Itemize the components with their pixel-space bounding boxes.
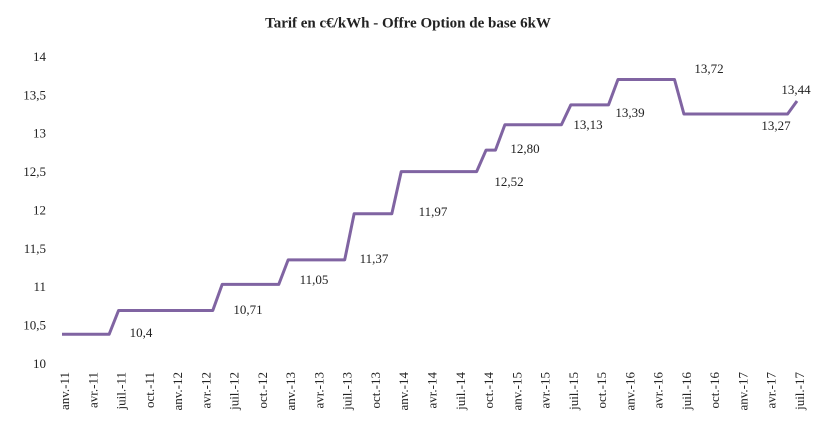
x-tick-label: oct.-15 — [594, 372, 609, 408]
x-tick-label: juil.-12 — [227, 372, 242, 411]
data-label: 11,97 — [419, 204, 448, 219]
x-tick-label: anv.-11 — [57, 372, 72, 410]
x-tick-label: anv.-13 — [283, 372, 298, 411]
x-tick-label: juil.-11 — [114, 372, 129, 410]
y-tick-label: 10 — [33, 356, 46, 371]
y-tick-label: 14 — [33, 49, 47, 64]
x-tick-label: juil.-17 — [792, 372, 807, 411]
x-tick-label: juil.-14 — [453, 372, 468, 411]
x-tick-label: avr.-14 — [424, 372, 439, 409]
y-tick-label: 12 — [33, 202, 46, 217]
data-label: 12,80 — [510, 141, 539, 156]
y-tick-label: 12,5 — [23, 164, 46, 179]
data-label: 12,52 — [494, 174, 523, 189]
x-tick-label: avr.-16 — [651, 372, 666, 409]
chart-title: Tarif en c€/kWh - Offre Option de base 6… — [265, 15, 551, 31]
x-tick-label: anv.-12 — [170, 372, 185, 411]
x-tick-label: anv.-16 — [622, 372, 637, 411]
x-tick-label: juil.-13 — [340, 372, 355, 411]
data-label: 13,27 — [761, 118, 791, 133]
x-tick-label: anv.-15 — [509, 372, 524, 411]
y-tick-label: 10,5 — [23, 318, 46, 333]
data-label: 13,72 — [694, 61, 723, 76]
x-tick-label: oct.-16 — [707, 372, 722, 409]
y-tick-label: 11,5 — [24, 241, 46, 256]
x-tick-label: juil.-16 — [679, 372, 694, 411]
x-tick-label: avr.-12 — [198, 372, 213, 408]
data-label: 13,13 — [573, 117, 602, 132]
x-tick-label: oct.-14 — [481, 372, 496, 409]
data-label: 11,37 — [360, 251, 389, 266]
x-tick-label: oct.-12 — [255, 372, 270, 408]
data-label: 10,71 — [233, 302, 262, 317]
x-tick-label: anv.-17 — [735, 372, 750, 411]
x-tick-label: anv.-14 — [396, 372, 411, 411]
x-tick-label: avr.-11 — [85, 372, 100, 408]
y-tick-label: 11 — [33, 279, 46, 294]
x-tick-label: avr.-15 — [538, 372, 553, 408]
y-tick-label: 13 — [33, 126, 46, 141]
data-label: 10,4 — [130, 325, 153, 340]
data-label: 13,44 — [781, 82, 811, 97]
x-tick-label: avr.-17 — [764, 372, 779, 409]
x-tick-label: juil.-15 — [566, 372, 581, 411]
data-label: 13,39 — [615, 105, 644, 120]
series-line — [62, 77, 799, 336]
data-label: 11,05 — [300, 272, 329, 287]
y-tick-label: 13,5 — [23, 87, 46, 102]
x-tick-label: avr.-13 — [311, 372, 326, 408]
x-tick-label: oct.-13 — [368, 372, 383, 408]
x-tick-label: oct.-11 — [142, 372, 157, 408]
